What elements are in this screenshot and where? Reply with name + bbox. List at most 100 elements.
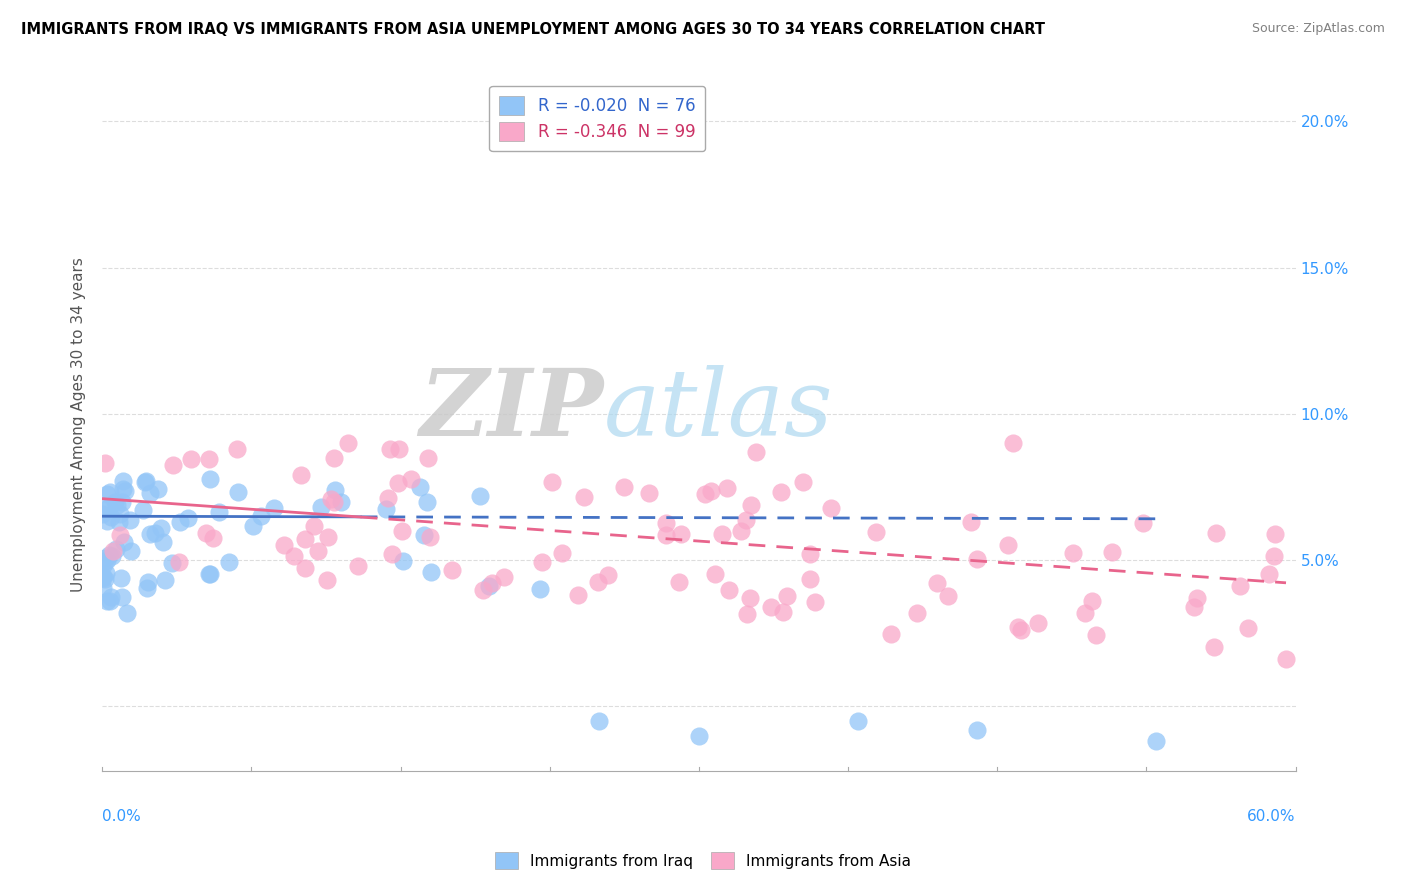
Point <box>772 605 794 619</box>
Point <box>105 498 128 512</box>
Point <box>148 482 170 496</box>
Point <box>735 513 758 527</box>
Point <box>716 481 738 495</box>
Point <box>440 563 463 577</box>
Point <box>820 500 842 515</box>
Point <box>468 489 491 503</box>
Point <box>865 525 887 540</box>
Point <box>1101 545 1123 559</box>
Point <box>302 518 325 533</box>
Point <box>1132 516 1154 530</box>
Point <box>905 606 928 620</box>
Point <box>416 494 439 508</box>
Point <box>307 544 329 558</box>
Point <box>740 498 762 512</box>
Point <box>96 514 118 528</box>
Point <box>162 458 184 472</box>
Point <box>1263 549 1285 563</box>
Point <box>226 485 249 500</box>
Point <box>401 472 423 486</box>
Point <box>101 544 124 558</box>
Point <box>418 450 440 465</box>
Point <box>598 568 620 582</box>
Point <box>1182 600 1205 615</box>
Point <box>1010 623 1032 637</box>
Point <box>419 530 441 544</box>
Point <box>695 487 717 501</box>
Legend: Immigrants from Iraq, Immigrants from Asia: Immigrants from Iraq, Immigrants from As… <box>488 846 918 875</box>
Point <box>997 538 1019 552</box>
Point <box>1275 651 1298 665</box>
Point <box>94 550 117 565</box>
Point <box>704 566 727 581</box>
Point <box>111 475 134 489</box>
Point <box>776 589 799 603</box>
Point <box>1084 628 1107 642</box>
Point <box>316 573 339 587</box>
Point <box>194 525 217 540</box>
Point <box>139 486 162 500</box>
Point <box>143 526 166 541</box>
Point <box>91 571 114 585</box>
Point <box>804 595 827 609</box>
Point <box>139 527 162 541</box>
Y-axis label: Unemployment Among Ages 30 to 34 years: Unemployment Among Ages 30 to 34 years <box>72 257 86 591</box>
Text: ZIP: ZIP <box>419 365 603 455</box>
Point <box>936 590 959 604</box>
Point <box>94 566 117 581</box>
Point <box>98 548 121 562</box>
Point <box>481 576 503 591</box>
Point <box>846 714 869 728</box>
Point <box>1237 622 1260 636</box>
Point <box>98 500 121 514</box>
Point <box>114 483 136 498</box>
Point <box>98 484 121 499</box>
Point <box>880 627 903 641</box>
Point <box>309 500 332 515</box>
Point <box>381 547 404 561</box>
Text: Source: ZipAtlas.com: Source: ZipAtlas.com <box>1251 22 1385 36</box>
Point <box>273 538 295 552</box>
Point <box>759 599 782 614</box>
Point <box>167 556 190 570</box>
Point <box>380 442 402 456</box>
Point <box>198 566 221 581</box>
Point <box>588 714 610 728</box>
Point <box>1144 734 1167 748</box>
Point <box>263 500 285 515</box>
Point <box>740 591 762 606</box>
Point <box>472 583 495 598</box>
Point <box>321 492 343 507</box>
Point <box>96 552 118 566</box>
Point <box>329 494 352 508</box>
Point <box>730 524 752 539</box>
Point <box>700 484 723 499</box>
Point <box>132 503 155 517</box>
Point <box>1258 566 1281 581</box>
Point <box>100 590 122 604</box>
Point <box>120 513 142 527</box>
Point <box>574 490 596 504</box>
Legend: R = -0.020  N = 76, R = -0.346  N = 99: R = -0.020 N = 76, R = -0.346 N = 99 <box>489 86 706 151</box>
Point <box>478 579 501 593</box>
Point <box>198 452 221 467</box>
Point <box>96 594 118 608</box>
Point <box>391 524 413 538</box>
Point <box>242 519 264 533</box>
Point <box>294 532 316 546</box>
Point <box>198 567 221 582</box>
Point <box>120 544 142 558</box>
Point <box>152 535 174 549</box>
Text: 60.0%: 60.0% <box>1247 809 1295 824</box>
Point <box>93 557 115 571</box>
Point <box>419 565 441 579</box>
Point <box>97 500 120 515</box>
Point <box>927 575 949 590</box>
Point <box>387 475 409 490</box>
Point <box>108 515 131 529</box>
Point <box>375 502 398 516</box>
Point <box>198 472 221 486</box>
Point <box>551 546 574 560</box>
Point <box>1081 593 1104 607</box>
Point <box>529 582 551 597</box>
